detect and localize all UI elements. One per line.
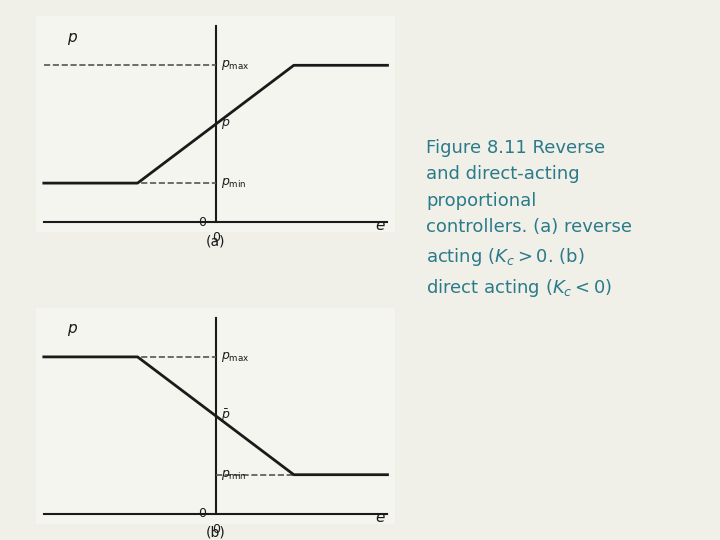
Text: (a): (a) [206, 234, 225, 248]
Text: $\bar{p}$: $\bar{p}$ [221, 408, 230, 424]
Text: $p_{\mathrm{min}}$: $p_{\mathrm{min}}$ [221, 468, 247, 482]
Text: 0: 0 [198, 508, 206, 521]
Text: $p_{\mathrm{min}}$: $p_{\mathrm{min}}$ [221, 176, 247, 190]
Text: p: p [67, 321, 77, 336]
Text: $p_{\mathrm{max}}$: $p_{\mathrm{max}}$ [221, 350, 250, 364]
Text: e: e [376, 510, 385, 525]
Text: 0: 0 [212, 231, 220, 244]
Text: 0: 0 [212, 523, 220, 536]
Text: Figure 8.11 Reverse
and direct-acting
proportional
controllers. (a) reverse
acti: Figure 8.11 Reverse and direct-acting pr… [426, 139, 632, 300]
Text: $p_{\mathrm{max}}$: $p_{\mathrm{max}}$ [221, 58, 250, 72]
Text: (b): (b) [206, 526, 225, 540]
Text: $\bar{p}$: $\bar{p}$ [221, 116, 230, 132]
Text: e: e [376, 218, 385, 233]
Text: 0: 0 [198, 216, 206, 229]
Text: p: p [67, 30, 77, 45]
